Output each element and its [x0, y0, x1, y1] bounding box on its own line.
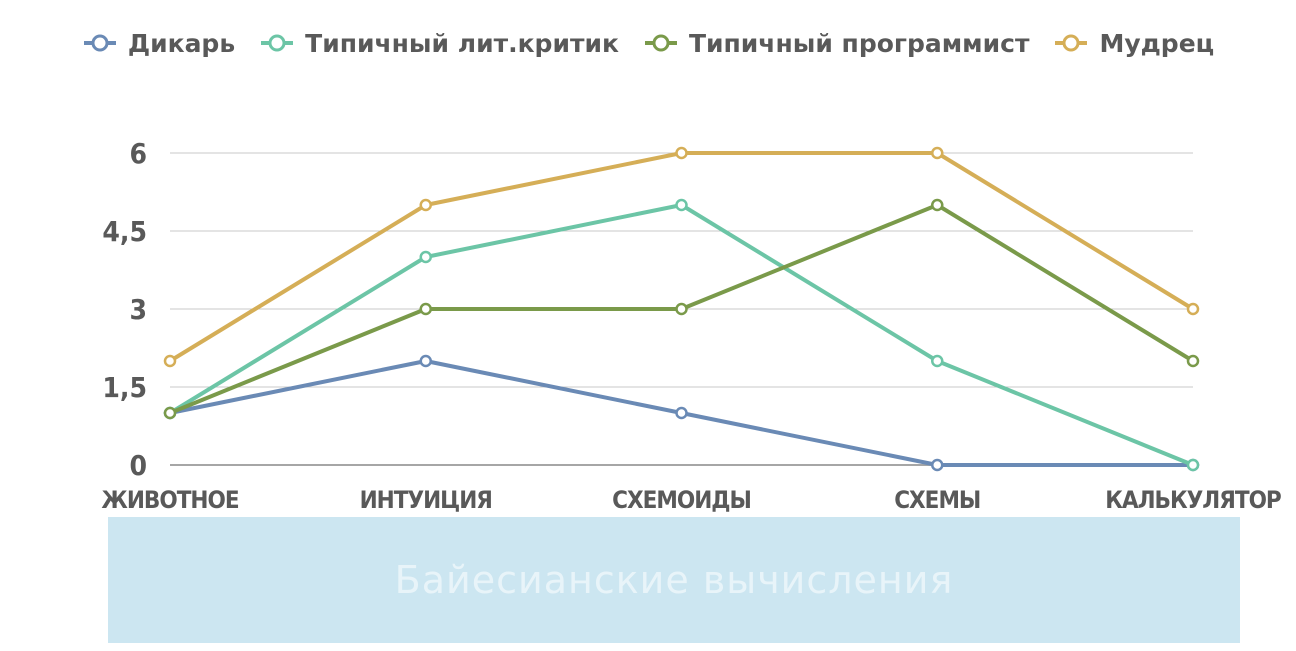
y-tick-label: 6: [129, 137, 147, 170]
legend-marker-icon: [261, 34, 294, 52]
data-point: [163, 354, 177, 368]
series: [163, 354, 1200, 472]
data-point: [675, 146, 688, 160]
x-category-label: СХЕМЫ: [894, 486, 980, 514]
series: [163, 198, 1200, 472]
series: [163, 146, 1200, 368]
x-axis-categories: ЖИВОТНОЕ ИНТУИЦИЯ СХЕМОИДЫ СХЕМЫ КАЛЬКУЛЯТОР: [101, 486, 1282, 514]
y-tick-label: 1,5: [102, 371, 147, 404]
series-line: [168, 203, 1195, 467]
series-line: [168, 151, 1195, 363]
chart-legend: Дикарь Типичный лит.критик Типичный програ…: [0, 20, 1296, 66]
legend-marker-icon: [644, 34, 677, 52]
data-point: [419, 250, 432, 264]
series-lines: [163, 146, 1200, 472]
x-category-label: КАЛЬКУЛЯТОР: [1105, 486, 1281, 514]
x-category-label: СХЕМОИДЫ: [612, 486, 751, 514]
x-category-label: ИНТУИЦИЯ: [360, 486, 492, 514]
data-point: [675, 302, 688, 316]
banner-text: Байесианские вычисления: [394, 558, 954, 602]
data-point: [675, 198, 688, 212]
data-point: [1186, 458, 1200, 472]
y-axis-ticks: 0 1,5 3 4,5 6: [102, 137, 147, 482]
legend-marker-icon: [1055, 34, 1088, 52]
legend-item: Типичный лит.критик: [259, 29, 619, 58]
legend-marker-icon: [83, 34, 116, 52]
data-point: [419, 302, 432, 316]
data-point: [931, 146, 944, 160]
data-point: [419, 354, 432, 368]
y-tick-label: 0: [129, 449, 147, 482]
data-point: [675, 406, 688, 420]
y-tick-label: 3: [129, 293, 147, 326]
legend-label: Типичный программист: [688, 28, 1030, 58]
series: [163, 198, 1200, 420]
y-tick-label: 4,5: [102, 215, 147, 248]
legend-label: Мудрец: [1099, 28, 1215, 58]
data-point: [931, 198, 944, 212]
banner: Байесианские вычисления: [108, 517, 1240, 643]
legend-item: Мудрец: [1053, 29, 1214, 58]
data-point: [931, 354, 944, 368]
legend-item: Типичный программист: [643, 28, 1030, 58]
data-point: [1186, 354, 1200, 368]
legend-label: Дикарь: [127, 28, 236, 58]
legend-label: Типичный лит.критик: [305, 28, 619, 58]
legend-item: Дикарь: [82, 29, 235, 58]
data-point: [419, 198, 432, 212]
data-point: [1186, 302, 1200, 316]
data-point: [163, 406, 177, 420]
data-point: [931, 458, 944, 472]
x-category-label: ЖИВОТНОЕ: [101, 486, 238, 514]
